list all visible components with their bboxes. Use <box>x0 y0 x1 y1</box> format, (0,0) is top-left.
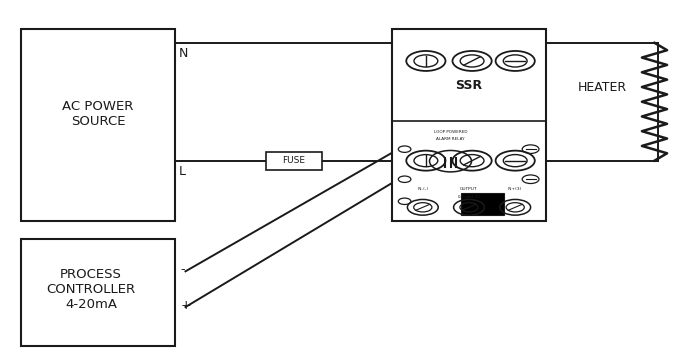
Text: +: + <box>181 299 191 312</box>
Text: 0-1mA/4-20: 0-1mA/4-20 <box>458 195 480 199</box>
Text: L: L <box>178 165 186 178</box>
Bar <box>21 29 175 221</box>
Bar <box>266 152 322 170</box>
Text: HEATER: HEATER <box>578 81 626 94</box>
Text: N: N <box>178 47 188 60</box>
Text: IN-(-): IN-(-) <box>417 187 428 191</box>
Text: PROCESS
CONTROLLER
4-20mA: PROCESS CONTROLLER 4-20mA <box>46 268 136 311</box>
Bar <box>461 193 505 215</box>
Text: FUSE: FUSE <box>283 156 305 165</box>
Bar <box>392 29 546 221</box>
Text: SSR: SSR <box>456 79 482 92</box>
Text: AC POWER
SOURCE: AC POWER SOURCE <box>62 100 134 128</box>
Text: -: - <box>181 263 185 276</box>
Text: LOOP POWERED: LOOP POWERED <box>434 130 468 134</box>
Bar <box>21 239 175 346</box>
Text: ALARM RELAY: ALARM RELAY <box>436 137 465 141</box>
Text: OUTPUT: OUTPUT <box>461 187 477 191</box>
Text: IN+(3): IN+(3) <box>508 187 522 191</box>
